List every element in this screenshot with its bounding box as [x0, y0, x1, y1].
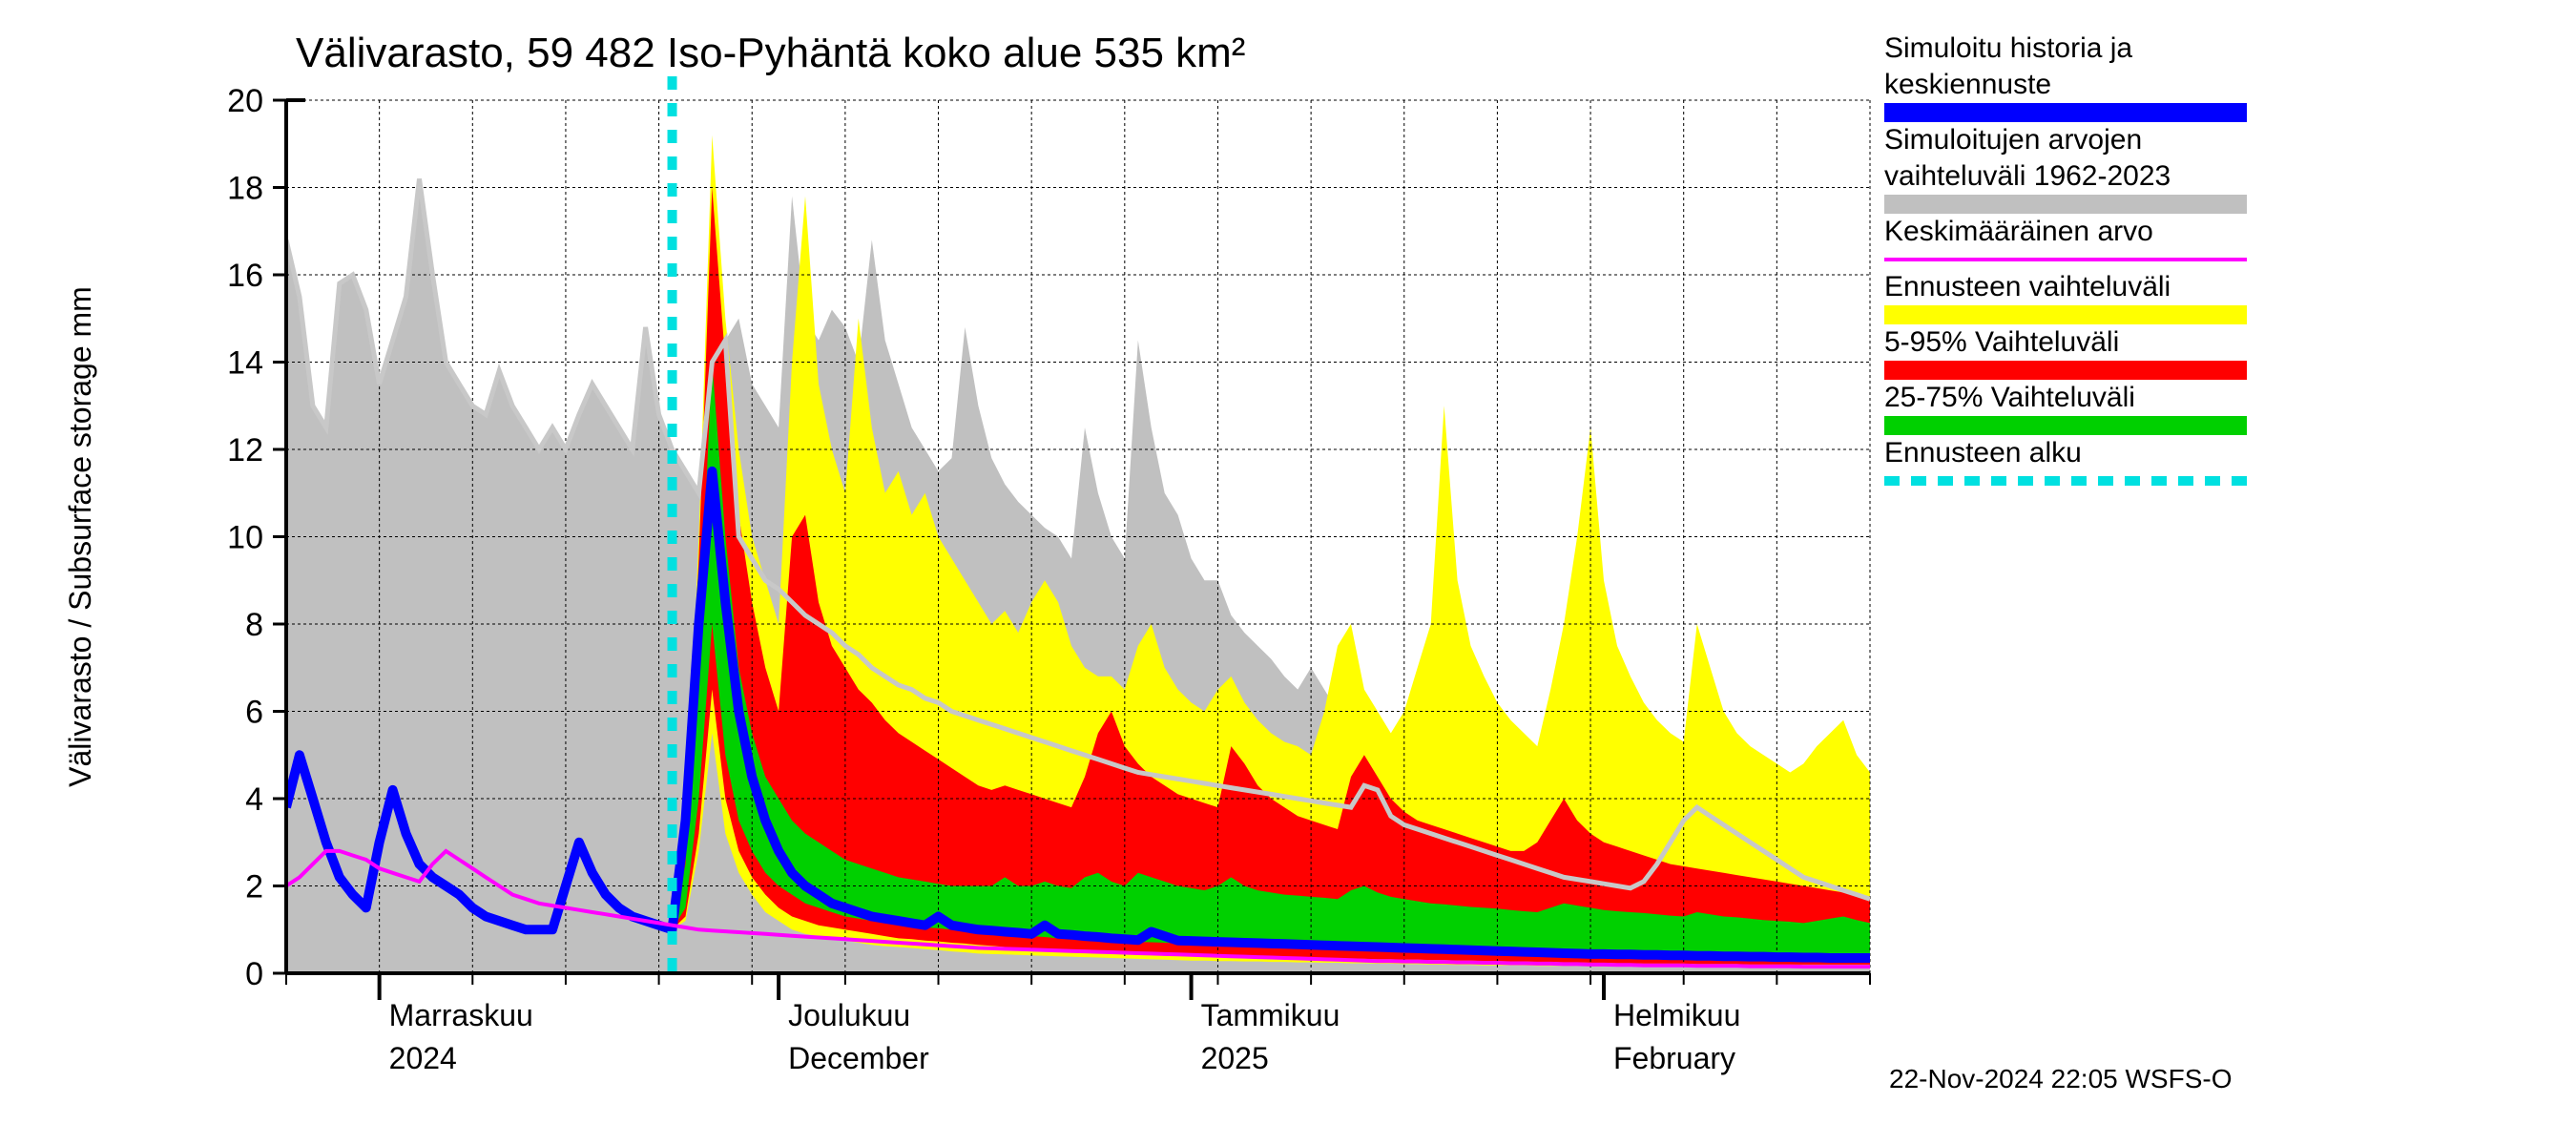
- x-month-label-top: Marraskuu: [389, 998, 533, 1032]
- y-tick-label: 2: [245, 869, 263, 906]
- legend-swatch: [1884, 195, 2247, 214]
- y-tick-label: 10: [227, 520, 263, 556]
- x-month-label-bottom: December: [788, 1041, 929, 1075]
- legend-label: Simuloitujen arvojen: [1884, 124, 2142, 156]
- chart-container: 0 2 4 6 8 10 12 14 16 18 20 Marraskuu 2024 Joulukuu De…: [0, 0, 2576, 1145]
- x-month-label-bottom: 2024: [389, 1041, 457, 1075]
- y-tick-label: 18: [227, 171, 263, 207]
- y-axis-label: Välivarasto / Subsurface storage mm: [63, 286, 97, 787]
- chart-svg: 0 2 4 6 8 10 12 14 16 18 20 Marraskuu 2024 Joulukuu De…: [0, 0, 2576, 1145]
- legend-label: Simuloitu historia ja: [1884, 32, 2132, 64]
- legend-label: keskiennuste: [1884, 69, 2051, 100]
- legend-swatch: [1884, 416, 2247, 435]
- legend-swatch: [1884, 103, 2247, 122]
- y-tick-label: 6: [245, 695, 263, 731]
- x-month-label-top: Tammikuu: [1201, 998, 1340, 1032]
- legend-label: Ennusteen vaihteluväli: [1884, 271, 2171, 302]
- y-tick-label: 0: [245, 956, 263, 992]
- y-tick-label: 4: [245, 781, 263, 818]
- legend-swatch: [1884, 305, 2247, 324]
- x-month-label-top: Helmikuu: [1613, 998, 1740, 1032]
- x-month-label-bottom: 2025: [1201, 1041, 1269, 1075]
- y-tick-label: 12: [227, 432, 263, 468]
- y-tick-label: 16: [227, 258, 263, 294]
- legend-label: Keskimääräinen arvo: [1884, 216, 2153, 247]
- y-tick-label: 14: [227, 345, 263, 382]
- x-month-label-top: Joulukuu: [788, 998, 910, 1032]
- chart-footer: 22-Nov-2024 22:05 WSFS-O: [1889, 1064, 2233, 1093]
- legend-label: vaihteluväli 1962-2023: [1884, 160, 2171, 192]
- chart-title: Välivarasto, 59 482 Iso-Pyhäntä koko alu…: [296, 30, 1245, 76]
- y-tick-label: 20: [227, 83, 263, 119]
- legend-label: 5-95% Vaihteluväli: [1884, 326, 2119, 358]
- x-month-label-bottom: February: [1613, 1041, 1735, 1075]
- legend-label: Ennusteen alku: [1884, 437, 2082, 468]
- legend-swatch: [1884, 361, 2247, 380]
- legend-label: 25-75% Vaihteluväli: [1884, 382, 2135, 413]
- y-tick-label: 8: [245, 607, 263, 643]
